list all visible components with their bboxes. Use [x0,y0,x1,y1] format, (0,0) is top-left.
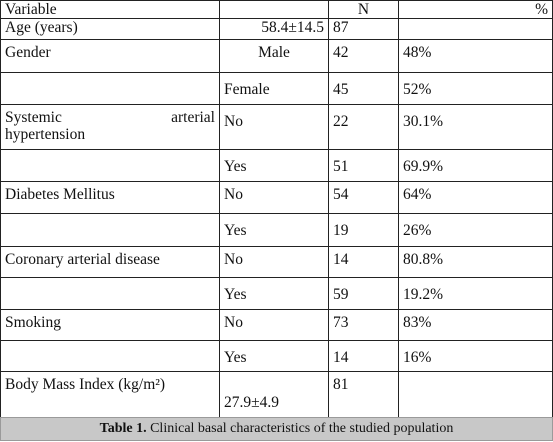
table-row: Diabetes Mellitus No 54 64% [0,181,553,214]
row-n: 45 [328,72,399,105]
table-caption: Table 1. Clinical basal characteristics … [0,417,553,441]
row-label [0,277,220,310]
row-subcategory: 58.4±14.5 [219,18,329,40]
table-row: Female 45 52% [0,72,553,105]
row-label [0,72,220,105]
table-row: Coronary arterial disease No 14 80.8% [0,246,553,278]
table-row: Yes 59 19.2% [0,277,553,310]
table-row: Smoking No 73 83% [0,309,553,341]
header-blank [219,0,329,19]
table-row: Yes 19 26% [0,213,553,247]
row-label [0,149,220,182]
row-percent: 69.9% [398,149,553,182]
row-subcategory: Yes [219,277,329,310]
table-row: Yes 14 16% [0,340,553,372]
row-label-word-left: Systemic [5,109,62,126]
row-label: Coronary arterial disease [0,246,220,278]
row-subcategory: No [219,246,329,278]
row-subcategory: No [219,181,329,214]
row-label: Smoking [0,309,220,341]
row-percent: 83% [398,309,553,341]
row-percent: 48% [398,39,553,73]
row-label [0,340,220,372]
row-percent [398,371,553,419]
caption-label: Table 1. [99,421,147,436]
row-percent: 52% [398,72,553,105]
row-percent [398,18,553,40]
row-percent: 19.2% [398,277,553,310]
row-label [0,213,220,247]
header-n: N [328,0,399,19]
row-n: 42 [328,39,399,73]
row-n: 73 [328,309,399,341]
characteristics-table: Variable N % Age (years) 58.4±14.5 87 Ge… [0,0,553,419]
table-row: Yes 51 69.9% [0,149,553,182]
row-label-word-right: arterial [171,109,215,126]
table-row: Body Mass Index (kg/m²) 27.9±4.9 81 [0,371,553,419]
header-percent: % [398,0,553,19]
row-n: 59 [328,277,399,310]
row-percent: 26% [398,213,553,247]
row-n: 14 [328,246,399,278]
row-percent: 30.1% [398,104,553,150]
row-n: 51 [328,149,399,182]
row-n: 87 [328,18,399,40]
row-subcategory: Male [219,39,329,73]
row-n: 81 [328,371,399,419]
row-label: Body Mass Index (kg/m²) [0,371,220,419]
row-label-line2: hypertension [5,126,86,143]
table-row: Age (years) 58.4±14.5 87 [0,18,553,40]
row-subcategory: Yes [219,213,329,247]
table-header-row: Variable N % [0,0,553,19]
row-subcategory: Female [219,72,329,105]
row-percent: 64% [398,181,553,214]
caption-text: Clinical basal characteristics of the st… [146,421,454,436]
row-subcategory: No [219,104,329,150]
row-label: Age (years) [0,18,220,40]
row-label: Gender [0,39,220,73]
table-row: Gender Male 42 48% [0,39,553,73]
row-n: 19 [328,213,399,247]
row-label: Systemic arterial hypertension [0,104,220,150]
row-subcategory: Yes [219,340,329,372]
row-percent: 16% [398,340,553,372]
row-subcategory: Yes [219,149,329,182]
row-subcategory: 27.9±4.9 [219,371,329,419]
table-row: Systemic arterial hypertension No 22 30.… [0,104,553,150]
row-n: 14 [328,340,399,372]
row-percent: 80.8% [398,246,553,278]
row-n: 22 [328,104,399,150]
row-label: Diabetes Mellitus [0,181,220,214]
row-n: 54 [328,181,399,214]
header-variable: Variable [0,0,220,19]
row-label-line1: Systemic arterial [5,109,215,126]
row-subcategory: No [219,309,329,341]
